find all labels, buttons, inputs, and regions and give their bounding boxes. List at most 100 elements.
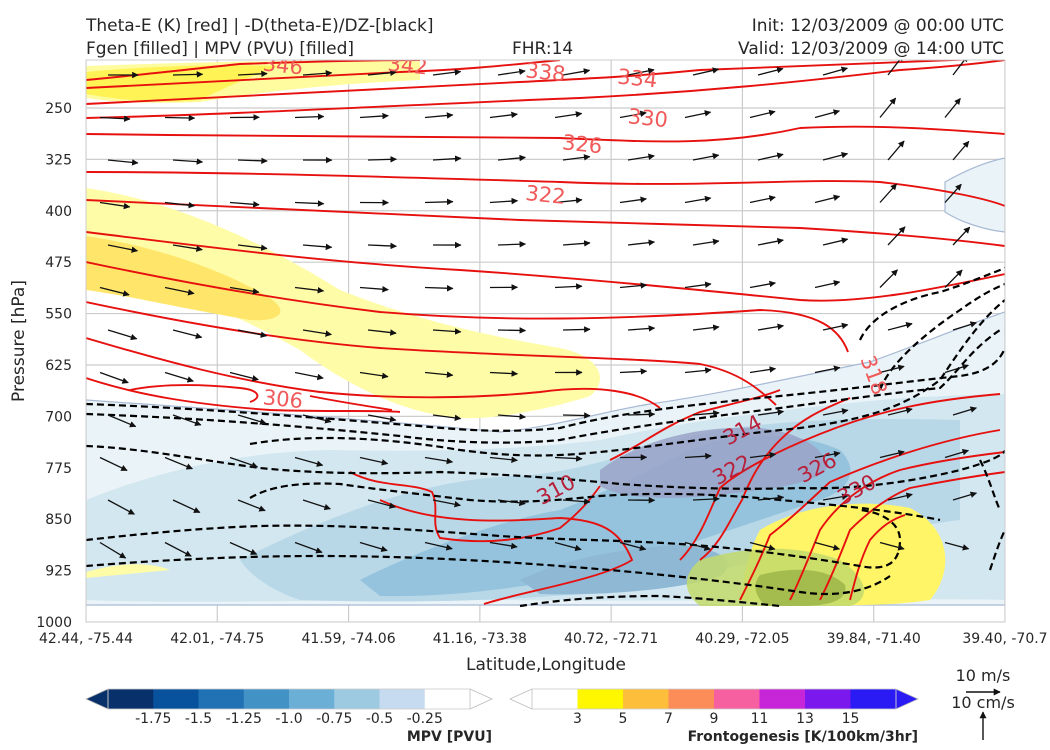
theta-e-334-lower bbox=[819, 471, 1005, 601]
wind-vector bbox=[684, 452, 712, 460]
mpv-colorbar-label: MPV [PVU] bbox=[407, 729, 492, 745]
dthetae-dz-contours bbox=[86, 266, 1005, 608]
wind-vector bbox=[497, 240, 527, 248]
wind-vector bbox=[757, 494, 785, 502]
wind-vector bbox=[692, 495, 720, 503]
colorbar-frame bbox=[531, 688, 897, 710]
wind-vector bbox=[814, 280, 841, 289]
wind-vector bbox=[887, 60, 904, 76]
wind-vector bbox=[879, 269, 898, 288]
dthetae-dz-line-5 bbox=[878, 282, 1005, 391]
wind-vector bbox=[554, 111, 583, 119]
wind-vector bbox=[692, 324, 720, 331]
wind-vector bbox=[302, 414, 332, 424]
theta-e-label-text: 322 bbox=[524, 181, 566, 209]
wind-vector bbox=[627, 239, 656, 246]
colorbar-tick-label: 13 bbox=[796, 711, 814, 727]
wind-vector bbox=[424, 112, 454, 119]
x-tick-label: 42.01, -74.75 bbox=[170, 631, 264, 647]
dthetae-dz-line-11 bbox=[979, 459, 1005, 571]
wind-vector bbox=[424, 371, 454, 378]
wind-vector bbox=[432, 69, 462, 76]
wind-vector bbox=[619, 541, 647, 552]
wind-vector bbox=[684, 195, 712, 204]
wind-vector bbox=[359, 285, 389, 293]
x-tick-label: 40.29, -72.05 bbox=[695, 631, 789, 647]
wind-vector bbox=[627, 411, 656, 418]
theta-e-330-lower bbox=[789, 451, 1005, 601]
fgen-colorbar-label: Frontogenesis [K/100km/3hr] bbox=[688, 729, 918, 745]
theta-e-label-text: 334 bbox=[616, 64, 658, 92]
colorbar-swatch bbox=[850, 689, 897, 709]
wind-vector bbox=[172, 71, 204, 78]
y-axis-label: Pressure [hPa] bbox=[9, 280, 29, 402]
theta-e-306-line bbox=[86, 377, 401, 413]
theta-e-318-line-b bbox=[86, 261, 849, 353]
wind-vector bbox=[367, 499, 397, 509]
wind-vector bbox=[944, 183, 962, 203]
colorbar-swatch bbox=[623, 689, 669, 709]
wind-vector bbox=[822, 493, 849, 501]
colorbar-tick-label: -1.75 bbox=[135, 711, 171, 727]
wind-vector bbox=[302, 499, 331, 511]
wind-vector bbox=[237, 70, 268, 78]
wind-vector bbox=[237, 414, 267, 425]
theta-e-322-line bbox=[86, 199, 1005, 247]
wind-vector bbox=[302, 329, 332, 337]
theta-e-334-line bbox=[86, 60, 1005, 119]
y-tick-labels: 250 325 400 475 550 625 700 775 850 925 1000 bbox=[36, 101, 72, 631]
theta-e-326-line bbox=[86, 171, 1005, 207]
wind-vector bbox=[879, 97, 897, 118]
wind-vector bbox=[879, 364, 905, 374]
init-time: Init: 12/03/2009 @ 00:00 UTC bbox=[752, 16, 1004, 36]
colorbar-swatch bbox=[379, 689, 426, 709]
theta-e-label: 346 bbox=[262, 60, 304, 80]
wind-vector bbox=[944, 269, 963, 288]
wind-vector bbox=[107, 414, 137, 428]
wind-vector bbox=[172, 158, 204, 165]
forecast-hour: FHR:14 bbox=[512, 39, 573, 59]
wind-vector bbox=[99, 541, 127, 559]
wind-vector bbox=[822, 151, 849, 161]
wind-vector bbox=[887, 140, 905, 161]
colorbar-tick-label: -1.25 bbox=[226, 711, 262, 727]
wind-vector bbox=[497, 154, 526, 162]
wind-vector bbox=[562, 154, 591, 161]
wind-vector bbox=[164, 114, 196, 122]
colorbar-extend-low bbox=[85, 688, 109, 710]
wind-vector bbox=[562, 68, 591, 76]
wind-vector bbox=[294, 286, 325, 294]
wind-vector bbox=[99, 286, 130, 297]
wind-vector bbox=[99, 115, 131, 122]
wind-vector bbox=[237, 244, 268, 252]
wind-vector bbox=[367, 156, 397, 163]
wind-vector bbox=[107, 499, 135, 515]
colorbar-swatch bbox=[714, 689, 760, 709]
wind-vector bbox=[237, 157, 268, 165]
wind-key-horizontal-label: 10 m/s bbox=[956, 666, 1011, 685]
wind-vector bbox=[424, 541, 453, 551]
colorbar-frame bbox=[107, 688, 471, 710]
y-tick-label: 775 bbox=[45, 461, 72, 477]
wind-vector bbox=[359, 541, 388, 553]
colorbar-swatch bbox=[532, 689, 578, 709]
colorbar-tick-label: 7 bbox=[664, 711, 673, 727]
wind-vector bbox=[424, 456, 454, 465]
wind-vector bbox=[814, 365, 841, 374]
wind-vector bbox=[229, 371, 259, 382]
y-tick-label: 700 bbox=[45, 409, 72, 425]
wind-vector bbox=[229, 201, 260, 208]
wind-vector bbox=[229, 286, 260, 295]
wind-vector bbox=[952, 321, 977, 331]
mpv-region-upper-right bbox=[944, 157, 1005, 233]
colorbar-tick-label: 9 bbox=[710, 711, 719, 727]
wind-vector bbox=[107, 159, 139, 166]
y-tick-label: 325 bbox=[45, 152, 72, 168]
dthetae-dz-line-9 bbox=[86, 554, 891, 596]
wind-vector bbox=[692, 410, 720, 417]
wind-vector bbox=[367, 329, 397, 336]
wind-vector bbox=[944, 97, 961, 118]
colorbar-tick-label: 11 bbox=[751, 711, 769, 727]
theta-e-label-text: 306 bbox=[262, 385, 304, 413]
colorbar-swatch bbox=[424, 689, 471, 709]
